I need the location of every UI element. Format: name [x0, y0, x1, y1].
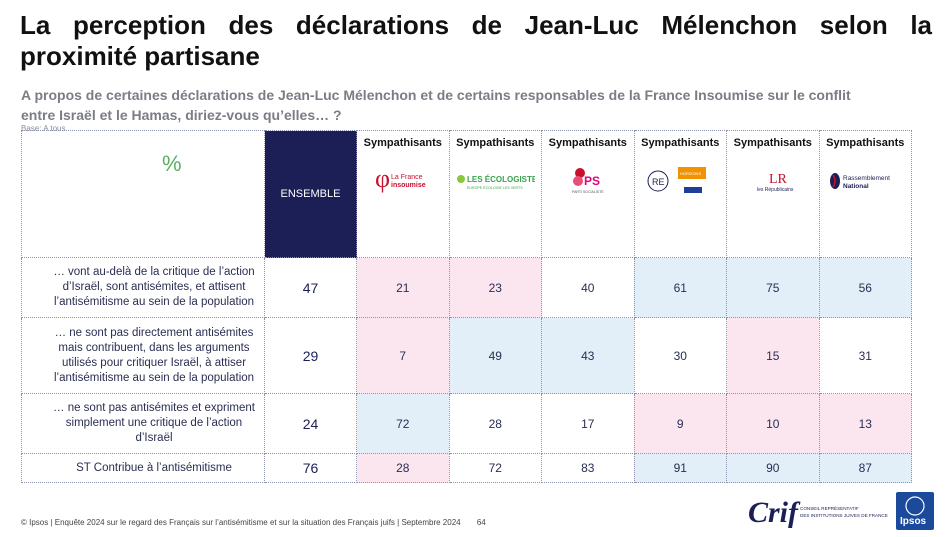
value-cell: 43 — [541, 317, 635, 394]
value-cell: 72 — [356, 393, 450, 454]
footer-source: © Ipsos | Enquête 2024 sur le regard des… — [21, 518, 486, 527]
table-row: ST Contribue à l’antisémitisme 76 28 72 … — [21, 453, 912, 483]
value-cell: 30 — [633, 317, 727, 394]
lr-logo-text-a: LR — [769, 172, 788, 187]
ps-logo-text-a: PS — [584, 174, 600, 188]
rn-logo: Rassemblement National — [830, 173, 890, 190]
crif-logo-name: Crif — [748, 496, 801, 528]
ps-logo: PS PARTI SOCIALISTE — [572, 168, 604, 194]
row-label: … ne sont pas directement antisémites ma… — [21, 317, 265, 394]
header-row: % ENSEMBLE Sympathisants φ La France ins… — [21, 130, 912, 258]
value-cell: 87 — [818, 453, 912, 483]
value-cell: 90 — [726, 453, 820, 483]
sympathisants-label: Sympathisants — [733, 137, 812, 149]
value-cell: 28 — [448, 393, 542, 454]
ensemble-header: ENSEMBLE — [264, 130, 357, 258]
row-label: … ne sont pas antisémites et expriment s… — [21, 393, 265, 454]
ipsos-logo-name: Ipsos — [900, 516, 927, 527]
value-cell: 61 — [633, 257, 727, 318]
value-cell: 9 — [633, 393, 727, 454]
value-cell: 49 — [448, 317, 542, 394]
question-subtitle: A propos de certaines déclarations de Je… — [21, 87, 851, 123]
party-header-rn: Sympathisants Rassemblement National — [818, 130, 912, 258]
row-label: ST Contribue à l’antisémitisme — [21, 453, 265, 483]
ensemble-value: 76 — [264, 453, 357, 483]
value-cell: 75 — [726, 257, 820, 318]
sympathisants-label: Sympathisants — [826, 137, 905, 149]
table-row: … ne sont pas antisémites et expriment s… — [21, 393, 912, 454]
page-number: 64 — [476, 518, 486, 527]
party-header-ecologistes: Sympathisants LES ÉCOLOGISTES EUROPE ÉCO… — [448, 130, 542, 258]
table-row: … ne sont pas directement antisémites ma… — [21, 317, 912, 394]
value-cell: 56 — [818, 257, 912, 318]
value-cell: 7 — [356, 317, 450, 394]
value-cell: 23 — [448, 257, 542, 318]
ps-logo-text-b: PARTI SOCIALISTE — [572, 190, 604, 194]
value-cell: 28 — [356, 453, 450, 483]
percent-label: % — [162, 151, 182, 176]
party-header-lr: Sympathisants LR les Républicains — [726, 130, 820, 258]
page-title: La perception des déclarations de Jean-L… — [20, 10, 932, 71]
svg-text:φ: φ — [375, 164, 390, 193]
results-table: % ENSEMBLE Sympathisants φ La France ins… — [21, 130, 912, 483]
value-cell: 10 — [726, 393, 820, 454]
eco-logo-text-a: LES ÉCOLOGISTES — [467, 175, 535, 184]
party-header-lfi: Sympathisants φ La France insoumise — [356, 130, 450, 258]
value-cell: 83 — [541, 453, 635, 483]
value-cell: 13 — [818, 393, 912, 454]
value-cell: 17 — [541, 393, 635, 454]
sympathisants-label: Sympathisants — [363, 137, 442, 149]
lr-logo: LR les Républicains — [757, 172, 794, 193]
crif-logo: Crif CONSEIL REPRÉSENTATIF DES INSTITUTI… — [748, 496, 888, 528]
re-logo-text-a: RE — [652, 177, 665, 187]
ensemble-value: 47 — [264, 257, 357, 318]
sympathisants-label: Sympathisants — [641, 137, 720, 149]
crif-logo-line1: CONSEIL REPRÉSENTATIF — [800, 505, 859, 511]
ensemble-value: 24 — [264, 393, 357, 454]
row-label: … vont au-delà de la critique de l’actio… — [21, 257, 265, 318]
re-logo-text-b: HORIZONS — [680, 171, 701, 176]
base-note: Base: A tous — [21, 124, 66, 133]
value-cell: 21 — [356, 257, 450, 318]
rn-logo-text-b: National — [843, 183, 869, 190]
ecologistes-logo: LES ÉCOLOGISTES EUROPE ÉCOLOGIE LES VERT… — [457, 175, 535, 190]
sympathisants-label: Sympathisants — [456, 137, 535, 149]
party-header-renaissance: Sympathisants RE HORIZONS — [633, 130, 727, 258]
table-row: … vont au-delà de la critique de l’actio… — [21, 257, 912, 318]
party-header-ps: Sympathisants PS PARTI SOCIALISTE — [541, 130, 635, 258]
value-cell: 31 — [818, 317, 912, 394]
value-cell: 15 — [726, 317, 820, 394]
crif-logo-line2: DES INSTITUTIONS JUIVES DE FRANCE — [800, 513, 888, 518]
value-cell: 40 — [541, 257, 635, 318]
footer-source-text: © Ipsos | Enquête 2024 sur le regard des… — [21, 518, 461, 527]
value-cell: 72 — [448, 453, 542, 483]
eco-logo-text-b: EUROPE ÉCOLOGIE LES VERTS — [467, 185, 523, 190]
lfi-logo-text-a: La France — [391, 174, 423, 181]
value-cell: 91 — [633, 453, 727, 483]
lfi-logo: φ La France insoumise — [375, 164, 426, 193]
lfi-logo-text-b: insoumise — [391, 182, 426, 189]
corner-cell: % — [21, 130, 265, 258]
rn-logo-text-a: Rassemblement — [843, 175, 890, 182]
sympathisants-label: Sympathisants — [548, 137, 627, 149]
ipsos-logo: Ipsos — [896, 492, 934, 530]
lr-logo-text-b: les Républicains — [757, 187, 794, 193]
ensemble-value: 29 — [264, 317, 357, 394]
renaissance-logo: RE HORIZONS — [647, 167, 707, 193]
